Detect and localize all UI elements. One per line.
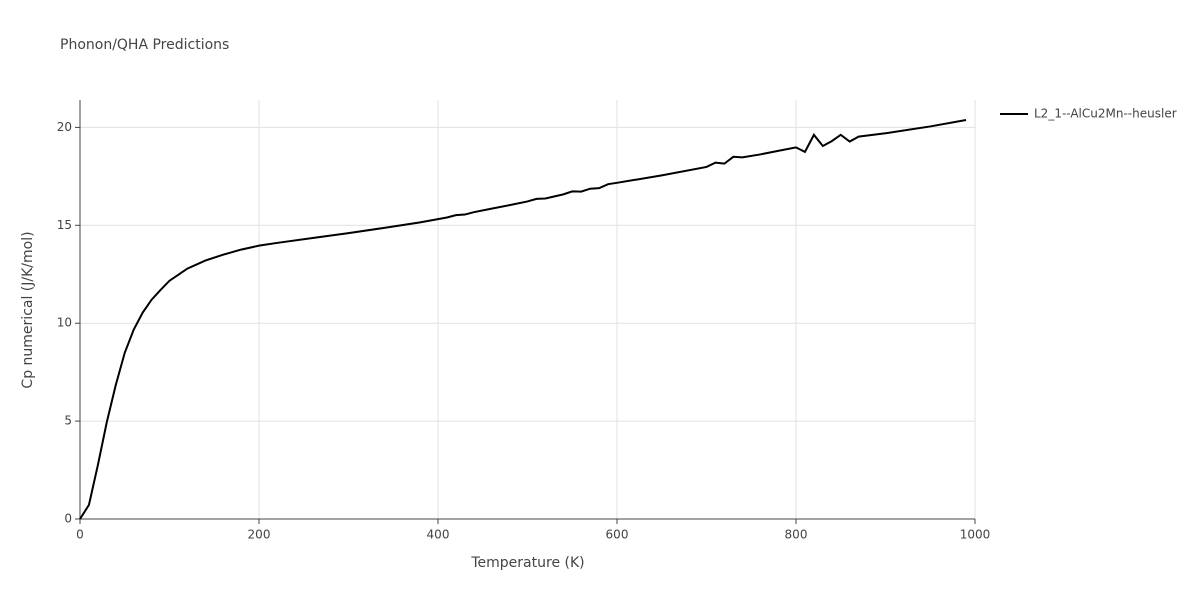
x-tick-label: 200 bbox=[248, 528, 271, 542]
y-axis-label: Cp numerical (J/K/mol) bbox=[20, 231, 36, 388]
x-tick-label: 1000 bbox=[960, 528, 991, 542]
legend-label: L2_1--AlCu2Mn--heusler bbox=[1034, 107, 1177, 121]
y-tick-label: 20 bbox=[57, 120, 72, 134]
data-line bbox=[79, 118, 967, 520]
y-tick-label: 15 bbox=[57, 218, 72, 232]
y-tick-label: 10 bbox=[57, 316, 72, 330]
x-tick-label: 0 bbox=[76, 528, 84, 542]
x-tick-label: 600 bbox=[606, 528, 629, 542]
x-tick-label: 800 bbox=[785, 528, 808, 542]
y-tick-label: 0 bbox=[64, 512, 72, 526]
y-tick-label: 5 bbox=[64, 414, 72, 428]
x-tick-label: 400 bbox=[427, 528, 450, 542]
chart-title: Phonon/QHA Predictions bbox=[60, 37, 229, 53]
x-axis-label: Temperature (K) bbox=[470, 555, 584, 571]
